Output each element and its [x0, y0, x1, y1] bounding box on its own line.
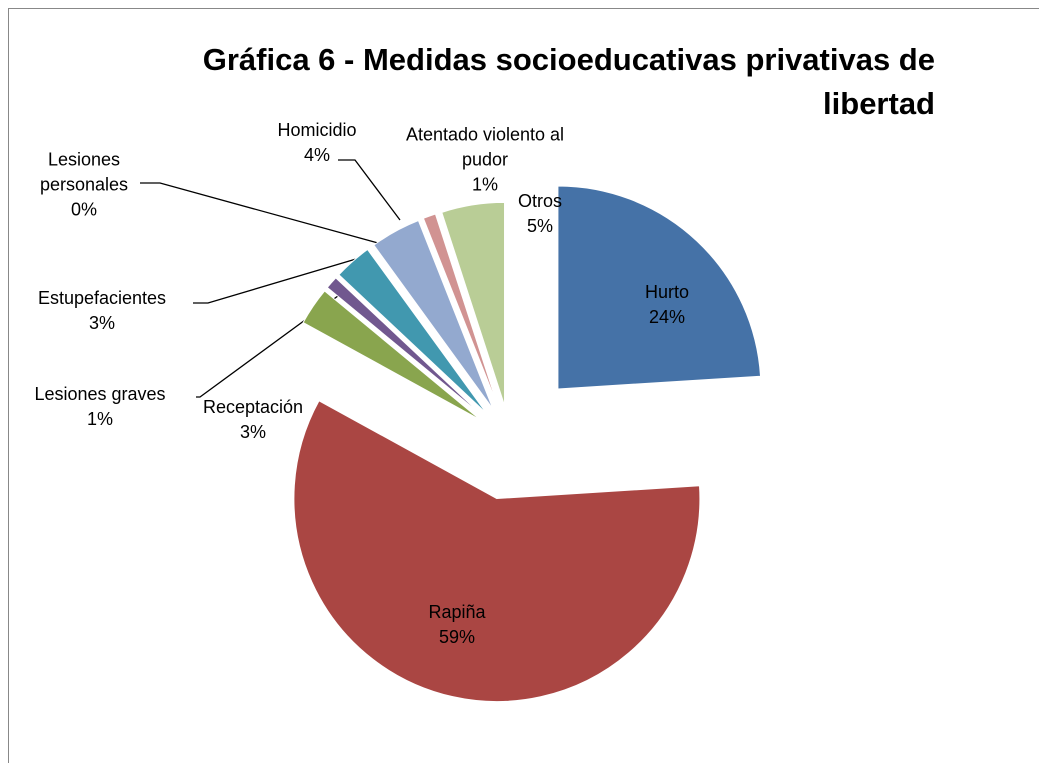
pie-slice	[373, 219, 494, 410]
pie-slice	[441, 201, 506, 406]
slice-label: Lesiones personales 0%	[14, 148, 154, 223]
leader-line	[196, 292, 343, 398]
pie-slice	[338, 248, 488, 415]
pie-slice	[293, 400, 701, 703]
value-label: 4%	[303, 145, 330, 165]
category-label: Otros	[517, 191, 562, 211]
pie-slice	[557, 185, 762, 390]
leader-lines	[140, 159, 401, 398]
category-label: Estupefacientes	[37, 288, 167, 308]
value-label: 59%	[438, 627, 476, 647]
leader-line	[140, 182, 379, 244]
value-label: 24%	[648, 307, 686, 327]
slice-label: Hurto 24%	[607, 280, 727, 330]
category-label: Hurto	[644, 282, 689, 302]
slice-label: Estupefacientes 3%	[7, 286, 197, 336]
slice-label: Receptación 3%	[183, 395, 323, 445]
leader-line	[338, 159, 401, 221]
category-label: Lesiones graves	[34, 384, 166, 404]
value-label: 5%	[526, 216, 553, 236]
value-label: 0%	[70, 199, 97, 220]
slice-label: Homicidio 4%	[257, 118, 377, 168]
slice-label: Lesiones graves 1%	[5, 382, 195, 432]
pie-slice	[302, 290, 482, 421]
value-label: 1%	[86, 409, 113, 429]
chart-title: Gráfica 6 - Medidas socioeducativas priv…	[202, 42, 935, 121]
category-label: Receptación	[202, 397, 304, 417]
pie-slice	[422, 213, 499, 408]
slice-label: Rapiña 59%	[397, 600, 517, 650]
chart-frame	[8, 8, 1039, 763]
category-label: Lesiones personales	[39, 149, 129, 195]
category-label: Atentado violento al pudor	[405, 124, 565, 170]
slice-label: Otros 5%	[500, 189, 580, 239]
slice-label: Atentado violento al pudor 1%	[400, 123, 570, 198]
category-label: Rapiña	[428, 602, 486, 622]
value-label: 3%	[239, 422, 266, 442]
value-label: 3%	[88, 313, 115, 333]
pie-slice	[326, 277, 485, 418]
category-label: Homicidio	[277, 120, 357, 140]
leader-line	[193, 258, 357, 304]
value-label: 1%	[471, 174, 498, 195]
